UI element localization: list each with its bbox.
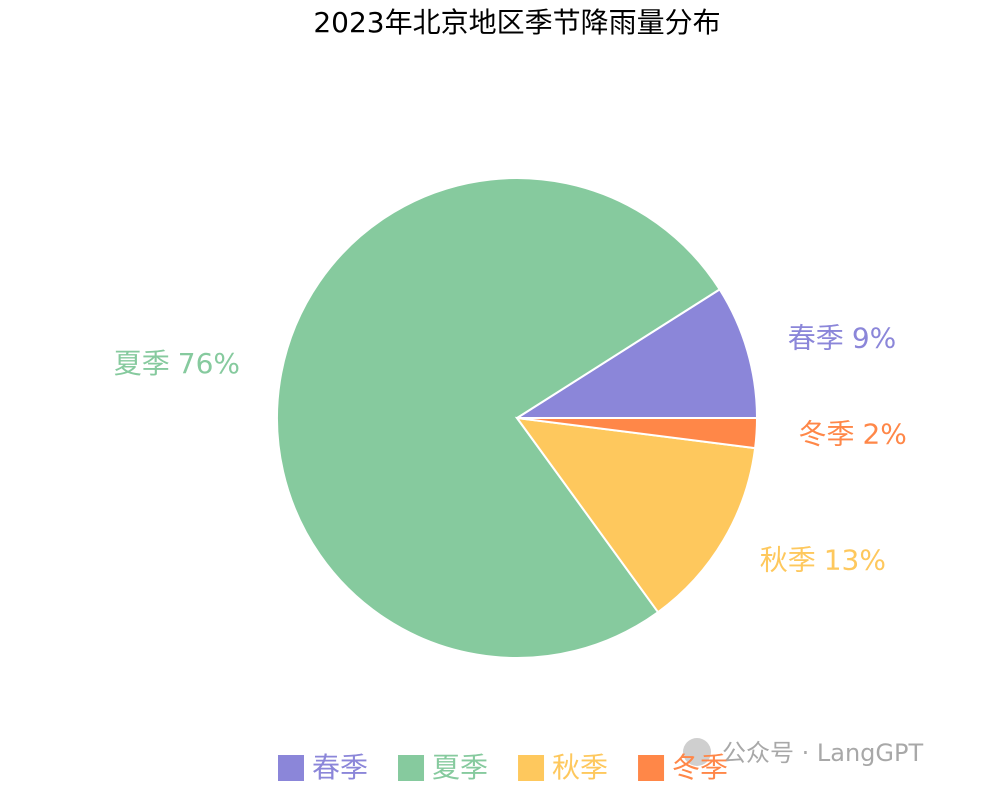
- slice-label-name: 秋季: [760, 544, 816, 577]
- slice-label: 冬季 2%: [798, 418, 906, 451]
- slice-label-value: 2%: [862, 418, 906, 451]
- legend-swatch: [518, 755, 545, 781]
- slice-label: 夏季 76%: [114, 347, 240, 380]
- watermark-text: 公众号 · LangGPT: [722, 739, 923, 767]
- legend-swatch: [638, 755, 665, 781]
- slice-label-value: 76%: [178, 347, 240, 380]
- pie-slice: [276, 177, 722, 659]
- slice-label: 春季 9%: [788, 321, 896, 354]
- pie-slice: [516, 417, 759, 450]
- slice-label: 秋季 13%: [760, 544, 886, 577]
- slice-label-value: 9%: [852, 321, 896, 354]
- slice-label-value: 13%: [824, 544, 886, 577]
- pie-slice: [514, 416, 757, 614]
- slice-label-name: 夏季: [114, 347, 170, 380]
- slice-label-name: 春季: [788, 321, 844, 354]
- watermark-icon: [683, 738, 711, 766]
- watermark: 公众号 · LangGPT: [683, 738, 923, 767]
- legend-swatch: [398, 755, 425, 781]
- legend-swatch: [278, 755, 304, 781]
- slice-label-name: 冬季: [798, 418, 854, 451]
- legend-label: 冬季: [672, 751, 728, 784]
- legend-label: 春季: [312, 751, 368, 784]
- legend-label: 夏季: [432, 751, 488, 784]
- chart-title: 2023年北京地区季节降雨量分布: [313, 6, 720, 39]
- legend-label: 秋季: [552, 751, 608, 784]
- pie-slice: [513, 288, 759, 419]
